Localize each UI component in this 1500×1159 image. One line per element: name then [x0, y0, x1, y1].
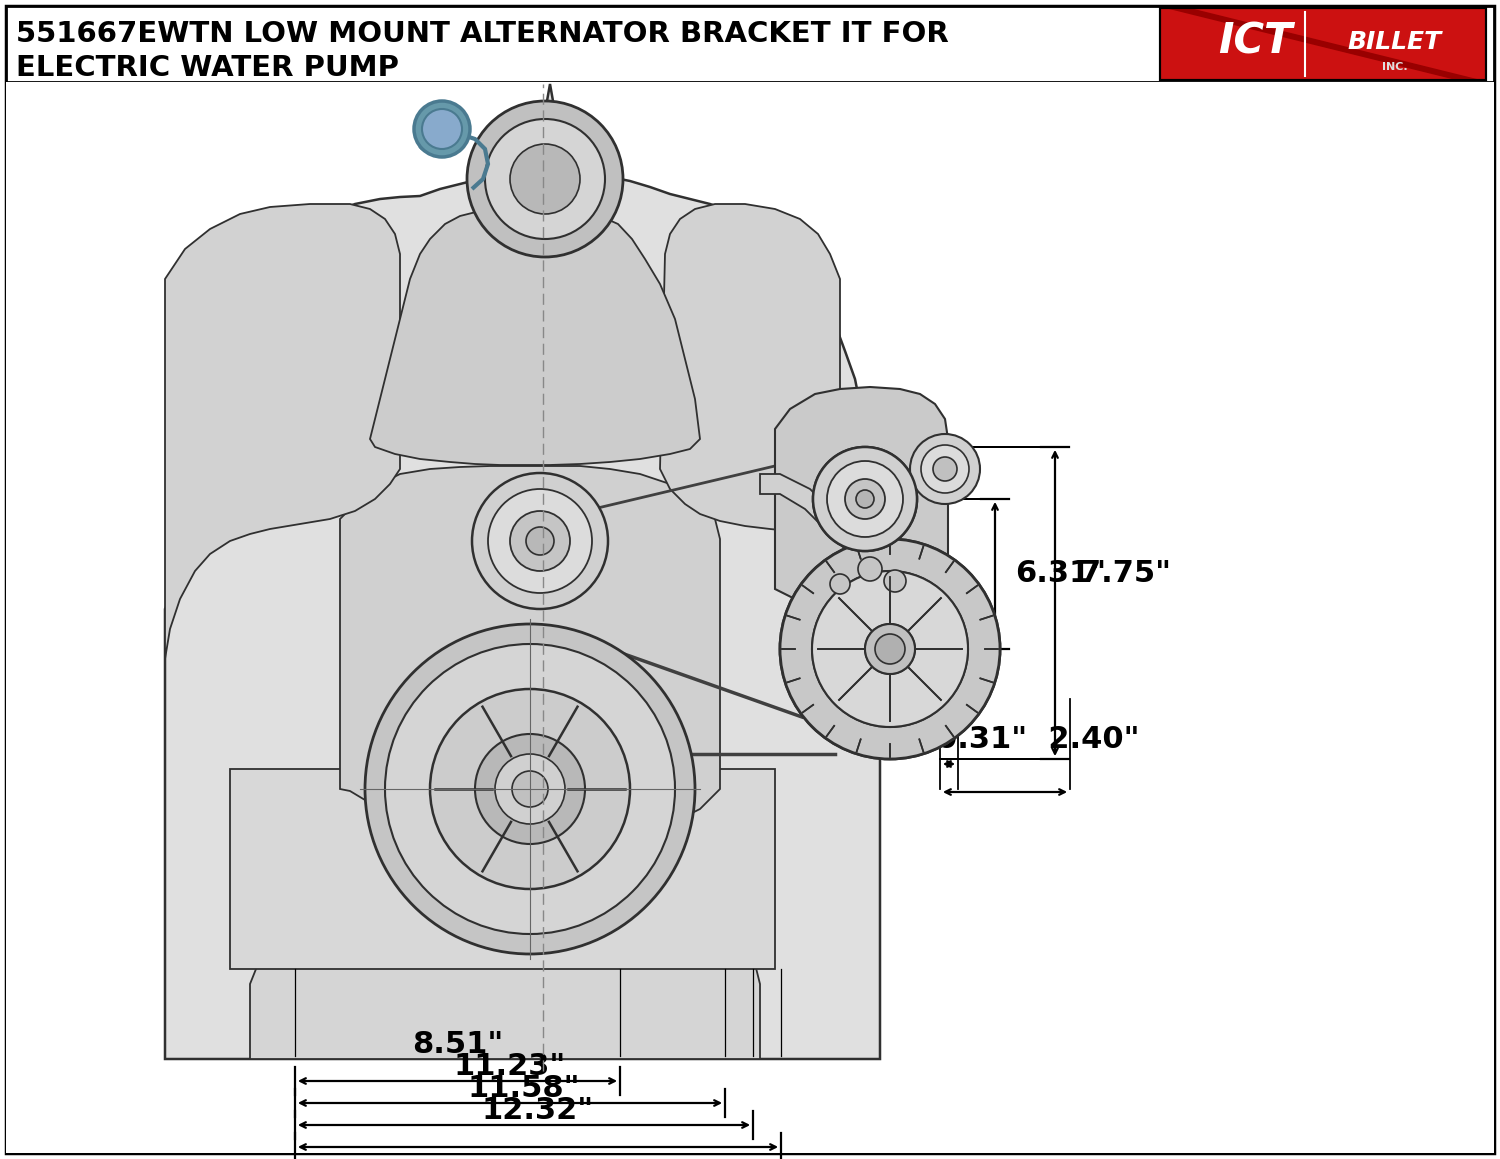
- Circle shape: [484, 119, 604, 239]
- FancyBboxPatch shape: [230, 770, 776, 969]
- Polygon shape: [760, 474, 850, 549]
- Circle shape: [386, 644, 675, 934]
- Polygon shape: [776, 387, 948, 608]
- Circle shape: [813, 447, 916, 551]
- Circle shape: [865, 624, 915, 675]
- Text: 11.23": 11.23": [454, 1052, 566, 1081]
- Circle shape: [830, 574, 850, 595]
- Circle shape: [812, 571, 968, 727]
- Text: 12.32": 12.32": [482, 1096, 594, 1125]
- Circle shape: [414, 101, 470, 156]
- Circle shape: [364, 624, 694, 954]
- Polygon shape: [251, 931, 760, 1059]
- Text: 0.31"  2.40": 0.31" 2.40": [936, 726, 1140, 755]
- Text: ELECTRIC WATER PUMP: ELECTRIC WATER PUMP: [16, 54, 399, 82]
- Circle shape: [844, 479, 885, 519]
- Circle shape: [780, 539, 1000, 759]
- Text: ICT: ICT: [1218, 21, 1292, 63]
- Circle shape: [476, 734, 585, 844]
- Circle shape: [812, 571, 968, 727]
- Circle shape: [512, 771, 548, 807]
- Text: 551667EWTN LOW MOUNT ALTERNATOR BRACKET IT FOR: 551667EWTN LOW MOUNT ALTERNATOR BRACKET …: [16, 20, 948, 48]
- Circle shape: [827, 461, 903, 537]
- Circle shape: [813, 447, 916, 551]
- Circle shape: [858, 557, 882, 581]
- Circle shape: [495, 755, 566, 824]
- Text: 11.58": 11.58": [468, 1074, 580, 1103]
- Bar: [6, 6, 1494, 82]
- Circle shape: [884, 570, 906, 592]
- Circle shape: [488, 489, 592, 593]
- Circle shape: [526, 527, 554, 555]
- Polygon shape: [660, 204, 862, 684]
- Polygon shape: [370, 207, 700, 465]
- Circle shape: [874, 634, 904, 664]
- Text: BILLET: BILLET: [1348, 30, 1442, 54]
- Circle shape: [472, 473, 608, 608]
- Text: INC.: INC.: [1382, 61, 1408, 72]
- Circle shape: [430, 688, 630, 889]
- Circle shape: [510, 511, 570, 571]
- Circle shape: [874, 634, 904, 664]
- Text: 6.31": 6.31": [1016, 560, 1106, 589]
- Circle shape: [910, 433, 980, 504]
- Circle shape: [933, 457, 957, 481]
- Polygon shape: [340, 466, 720, 836]
- Circle shape: [780, 539, 1000, 759]
- Circle shape: [921, 445, 969, 493]
- Circle shape: [865, 624, 915, 675]
- Circle shape: [856, 490, 874, 508]
- Bar: [1160, 8, 1486, 80]
- Circle shape: [856, 490, 874, 508]
- Circle shape: [466, 101, 622, 257]
- Text: 7.75": 7.75": [1080, 559, 1172, 588]
- Circle shape: [844, 479, 885, 519]
- Circle shape: [827, 461, 903, 537]
- Polygon shape: [1166, 8, 1480, 80]
- Circle shape: [422, 109, 462, 150]
- Bar: [1160, 8, 1486, 80]
- Polygon shape: [165, 204, 401, 679]
- Text: 8.51": 8.51": [413, 1030, 503, 1059]
- Polygon shape: [165, 83, 880, 1059]
- Circle shape: [510, 144, 580, 214]
